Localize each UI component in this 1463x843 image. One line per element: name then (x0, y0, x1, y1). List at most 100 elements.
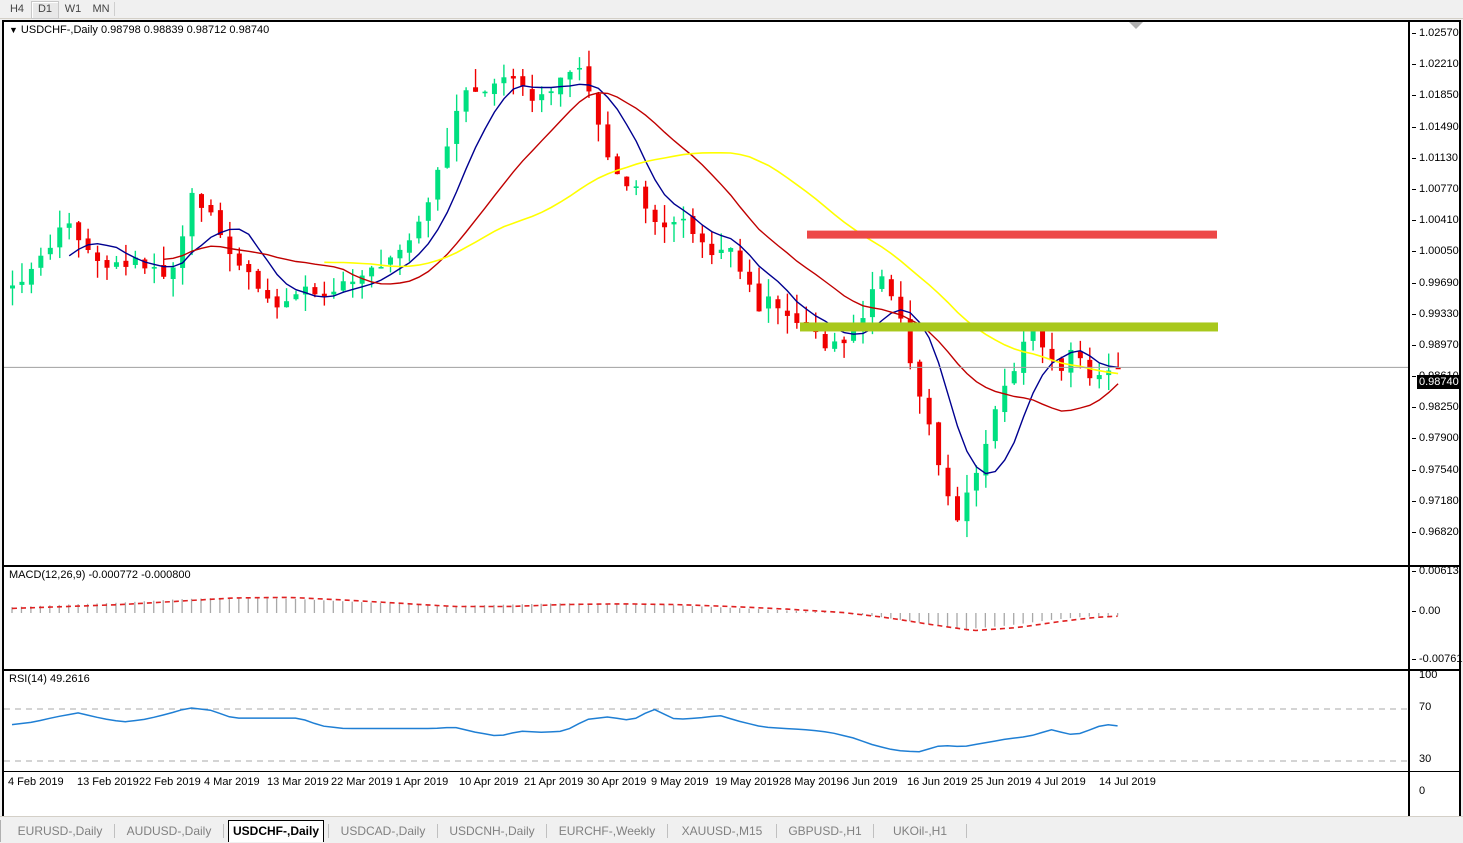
macd-scale-label: 0.00 (1419, 605, 1441, 617)
price-tick (1412, 157, 1416, 159)
date-axis-label: 4 Mar 2019 (204, 776, 260, 788)
chart-header-text: USDCHF-,Daily 0.98798 0.98839 0.98712 0.… (20, 24, 270, 36)
tab-separator (776, 824, 777, 838)
price-scale-label: 0.98250 (1419, 401, 1459, 414)
date-axis-label: 9 May 2019 (651, 776, 709, 788)
price-tick (1412, 532, 1416, 533)
price-scale-label: 0.97900 (1419, 432, 1459, 445)
price-tick (1412, 376, 1416, 378)
collapse-triangle-icon[interactable]: ▼ (9, 25, 18, 35)
price-tick (1412, 126, 1416, 128)
price-scale-label: 1.00050 (1419, 245, 1459, 258)
price-tick (1412, 313, 1416, 315)
timeframe-button-w1[interactable]: W1 (64, 3, 82, 15)
date-axis-label: 13 Feb 2019 (77, 776, 139, 788)
tab-separator (873, 824, 874, 838)
timeframe-button-d1[interactable]: D1 (31, 1, 59, 19)
macd-pane[interactable]: MACD(12,26,9) -0.000772 -0.000800 (4, 565, 1459, 669)
macd-scale-label: 0.00613 (1419, 565, 1459, 577)
rsi-scale-label: 100 (1419, 669, 1438, 681)
date-axis-label: 14 Jul 2019 (1099, 776, 1156, 788)
chart-tab-gbpusd[interactable]: GBPUSD-,H1 (788, 824, 862, 838)
price-tick (1412, 251, 1416, 253)
macd-tick (1412, 571, 1416, 572)
date-axis: 4 Feb 2019 13 Feb 2019 22 Feb 2019 4 Mar 20… (4, 771, 1459, 816)
date-axis-label: 22 Feb 2019 (139, 776, 201, 788)
price-scale-label: 1.01850 (1419, 89, 1459, 102)
date-axis-label: 4 Feb 2019 (8, 776, 64, 788)
date-axis-label: 16 Jun 2019 (907, 776, 968, 788)
rsi-scale-label: 70 (1419, 701, 1432, 713)
price-scale-label: 1.01130 (1419, 151, 1458, 164)
date-axis-label: 13 Mar 2019 (267, 776, 329, 788)
price-scale-label: 0.99330 (1419, 307, 1459, 320)
price-scale-label: 1.00770 (1419, 182, 1459, 195)
price-tick (1412, 438, 1416, 440)
price-scale-label: 1.00410 (1419, 214, 1459, 227)
tab-separator (966, 824, 967, 838)
date-axis-label: 10 Apr 2019 (459, 776, 519, 788)
price-scale-label: 0.96820 (1419, 526, 1459, 538)
price-tick (1412, 95, 1416, 97)
chart-tab-eurchf[interactable]: EURCHF-,Weekly (558, 824, 656, 838)
date-axis-label: 19 May 2019 (715, 776, 779, 788)
price-tick (1412, 64, 1416, 66)
rsi-pane[interactable]: RSI(14) 49.2616 (4, 669, 1459, 771)
price-tick (1412, 33, 1416, 34)
macd-header: MACD(12,26,9) -0.000772 -0.000800 (9, 569, 191, 581)
price-scale-label: 0.97180 (1419, 494, 1459, 507)
date-axis-label: 6 Jun 2019 (843, 776, 898, 788)
price-tick (1412, 469, 1416, 471)
rsi-chart-canvas (4, 707, 1408, 762)
price-tick (1412, 188, 1416, 190)
rsi-header: RSI(14) 49.2616 (9, 673, 90, 685)
macd-tick (1412, 659, 1416, 660)
price-tick (1412, 500, 1416, 502)
chart-header: ▼ USDCHF-,Daily 0.98798 0.98839 0.98712 0… (9, 24, 269, 36)
tab-separator (223, 824, 224, 838)
price-scale-label: 1.02210 (1419, 58, 1459, 71)
timeframe-button-h4[interactable]: H4 (9, 3, 25, 15)
price-scale-label: 0.98970 (1419, 338, 1459, 351)
tabstrip-left-edge (0, 820, 1, 842)
chart-tab-usdchf[interactable]: USDCHF-,Daily (228, 820, 324, 842)
tab-separator (437, 824, 438, 838)
macd-tick (1412, 611, 1416, 612)
date-axis-label: 4 Jul 2019 (1035, 776, 1086, 788)
price-scale[interactable]: 1.02570 1.02210 1.01850 1.01490 1.01130 1.007… (1411, 20, 1463, 817)
tab-separator (546, 824, 547, 838)
chart-position-marker-icon (1129, 22, 1143, 29)
price-tick (1412, 282, 1416, 284)
macd-chart-canvas (11, 596, 1119, 632)
chart-tab-audusd[interactable]: AUDUSD-,Daily (126, 824, 212, 838)
current-price-label: 0.98740 (1417, 375, 1461, 389)
price-pane[interactable]: ▼ USDCHF-,Daily 0.98798 0.98839 0.98712 0… (4, 22, 1459, 563)
chart-tab-ukoil[interactable]: UKOil-,H1 (892, 824, 947, 838)
tab-separator (667, 824, 668, 838)
price-tick (1412, 220, 1416, 222)
date-axis-label: 28 May 2019 (779, 776, 843, 788)
date-axis-label: 25 Jun 2019 (971, 776, 1032, 788)
price-tick (1412, 407, 1416, 409)
macd-scale-label: -0.007612 (1419, 653, 1463, 665)
chart-tab-xauusd[interactable]: XAUUSD-,M15 (681, 824, 763, 838)
price-tick (1412, 344, 1416, 346)
chart-tab-usdcnh[interactable]: USDCNH-,Daily (449, 824, 535, 838)
tab-separator (114, 824, 115, 838)
price-scale-label: 1.02570 (1419, 27, 1459, 39)
tab-separator (328, 824, 329, 838)
toolbar-separator (114, 2, 115, 16)
date-axis-label: 22 Mar 2019 (331, 776, 393, 788)
chart-tab-eurusd[interactable]: EURUSD-,Daily (17, 824, 103, 838)
timeframe-button-mn[interactable]: MN (92, 3, 110, 15)
price-scale-label: 0.99690 (1419, 276, 1459, 289)
date-axis-label: 1 Apr 2019 (395, 776, 449, 788)
chart-tab-usdcad[interactable]: USDCAD-,Daily (340, 824, 426, 838)
price-scale-label: 1.01490 (1419, 120, 1459, 133)
chart-tab-bar: EURUSD-,Daily AUDUSD-,Daily USDCHF-,Daily U… (0, 816, 1463, 843)
rsi-scale-label: 0 (1419, 785, 1426, 797)
chart-window[interactable]: ▼ USDCHF-,Daily 0.98798 0.98839 0.98712 0… (2, 20, 1461, 817)
rsi-scale-label: 30 (1419, 753, 1432, 765)
timeframe-toolbar: H4 D1 W1 MN (0, 0, 1463, 19)
